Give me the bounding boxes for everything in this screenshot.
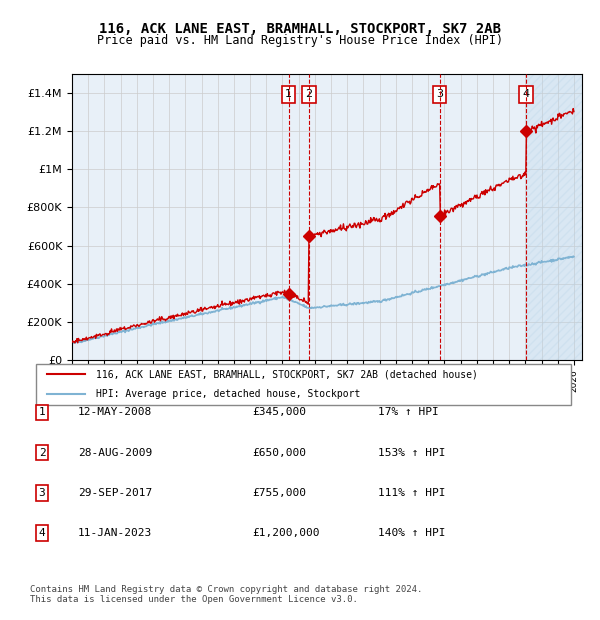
FancyBboxPatch shape [35, 363, 571, 405]
Text: 1: 1 [285, 89, 292, 99]
Text: 2: 2 [305, 89, 313, 99]
Text: 3: 3 [38, 488, 46, 498]
Text: £650,000: £650,000 [252, 448, 306, 458]
Text: HPI: Average price, detached house, Stockport: HPI: Average price, detached house, Stoc… [96, 389, 361, 399]
Text: 11-JAN-2023: 11-JAN-2023 [78, 528, 152, 538]
Bar [526, 74, 590, 360]
Text: 2: 2 [38, 448, 46, 458]
Text: 29-SEP-2017: 29-SEP-2017 [78, 488, 152, 498]
Text: £345,000: £345,000 [252, 407, 306, 417]
Text: 4: 4 [38, 528, 46, 538]
Text: 116, ACK LANE EAST, BRAMHALL, STOCKPORT, SK7 2AB (detached house): 116, ACK LANE EAST, BRAMHALL, STOCKPORT,… [96, 370, 478, 379]
Text: 4: 4 [523, 89, 530, 99]
Text: Price paid vs. HM Land Registry's House Price Index (HPI): Price paid vs. HM Land Registry's House … [97, 34, 503, 47]
Text: 111% ↑ HPI: 111% ↑ HPI [378, 488, 445, 498]
Text: 17% ↑ HPI: 17% ↑ HPI [378, 407, 439, 417]
Text: 1: 1 [38, 407, 46, 417]
Text: 3: 3 [436, 89, 443, 99]
Text: Contains HM Land Registry data © Crown copyright and database right 2024.
This d: Contains HM Land Registry data © Crown c… [30, 585, 422, 604]
Text: 140% ↑ HPI: 140% ↑ HPI [378, 528, 445, 538]
Text: £755,000: £755,000 [252, 488, 306, 498]
Text: 116, ACK LANE EAST, BRAMHALL, STOCKPORT, SK7 2AB: 116, ACK LANE EAST, BRAMHALL, STOCKPORT,… [99, 22, 501, 36]
Text: £1,200,000: £1,200,000 [252, 528, 320, 538]
Text: 28-AUG-2009: 28-AUG-2009 [78, 448, 152, 458]
Text: 153% ↑ HPI: 153% ↑ HPI [378, 448, 445, 458]
Text: 12-MAY-2008: 12-MAY-2008 [78, 407, 152, 417]
